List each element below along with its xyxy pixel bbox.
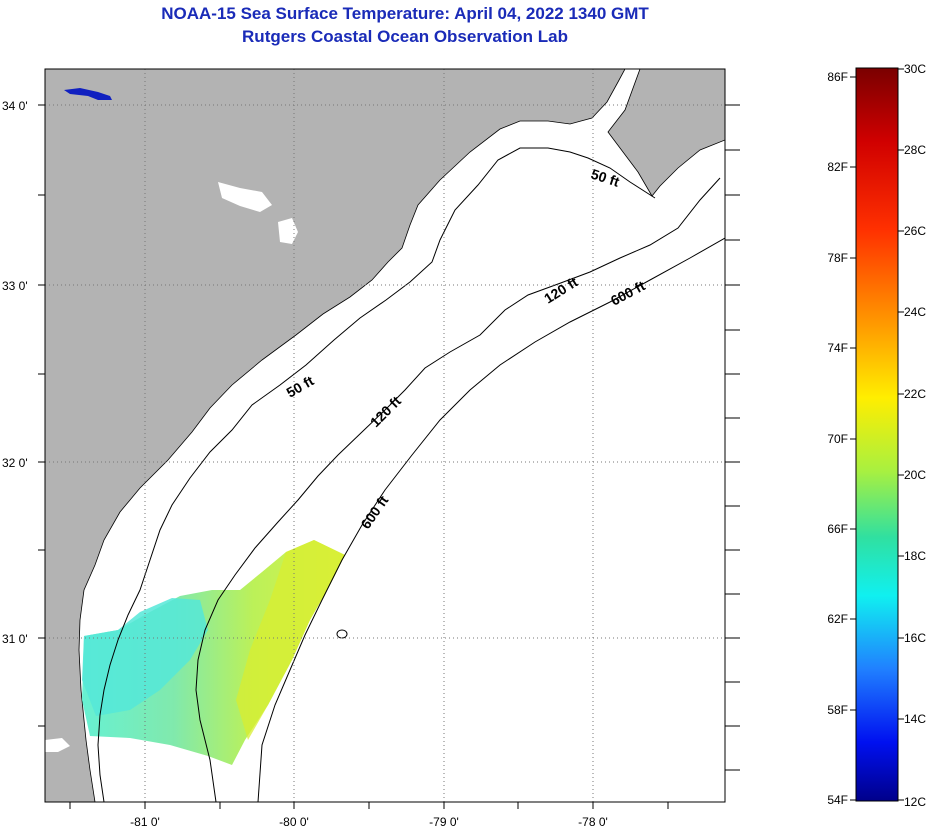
map-subtitle: Rutgers Coastal Ocean Observation Lab bbox=[242, 27, 568, 46]
isobath-50ft bbox=[97, 147, 656, 802]
colorbar-label-c: 22C bbox=[904, 387, 926, 401]
lat-label: 31 0' bbox=[2, 632, 28, 646]
lat-label: 33 0' bbox=[2, 279, 28, 293]
nodata-patch bbox=[218, 182, 272, 212]
isobath-600ft bbox=[257, 237, 725, 802]
colorbar-label-c: 28C bbox=[904, 143, 926, 157]
colorbar-label-f: 62F bbox=[827, 612, 848, 626]
colorbar-label-f: 66F bbox=[827, 522, 848, 536]
graticule bbox=[45, 69, 725, 802]
colorbar-label-c: 14C bbox=[904, 712, 926, 726]
colorbar-label-f: 78F bbox=[827, 251, 848, 265]
colorbar-label-c: 12C bbox=[904, 795, 926, 809]
map-title: NOAA-15 Sea Surface Temperature: April 0… bbox=[161, 4, 649, 23]
nodata-patch bbox=[45, 738, 70, 752]
land-cape-fear bbox=[607, 69, 725, 197]
colorbar-ticks bbox=[850, 68, 904, 801]
colorbar-label-c: 16C bbox=[904, 631, 926, 645]
isobath-120ft bbox=[195, 177, 721, 802]
sst-swath-warm bbox=[236, 540, 345, 740]
lat-label: 34 0' bbox=[2, 99, 28, 113]
lon-label: -80 0' bbox=[279, 815, 309, 829]
colorbar bbox=[855, 67, 899, 802]
colorbar-label-f: 82F bbox=[827, 160, 848, 174]
axis-ticks bbox=[38, 104, 740, 809]
colorbar-label-f: 70F bbox=[827, 432, 848, 446]
nodata-patch bbox=[278, 218, 298, 244]
colorbar-label-c: 26C bbox=[904, 224, 926, 238]
lon-label: -81 0' bbox=[130, 815, 160, 829]
colorbar-label-c: 24C bbox=[904, 305, 926, 319]
lon-label: -79 0' bbox=[429, 815, 459, 829]
inland-lake bbox=[64, 88, 112, 100]
colorbar-label-f: 74F bbox=[827, 341, 848, 355]
colorbar-label-c: 18C bbox=[904, 549, 926, 563]
map-frame bbox=[44, 68, 726, 803]
colorbar-label-c: 30C bbox=[904, 62, 926, 76]
colorbar-label-c: 20C bbox=[904, 468, 926, 482]
lat-label: 32 0' bbox=[2, 456, 28, 470]
colorbar-label-f: 86F bbox=[827, 70, 848, 84]
colorbar-label-f: 58F bbox=[827, 703, 848, 717]
lon-label: -78 0' bbox=[578, 815, 608, 829]
land-mass bbox=[45, 69, 626, 802]
colorbar-label-f: 54F bbox=[827, 793, 848, 807]
